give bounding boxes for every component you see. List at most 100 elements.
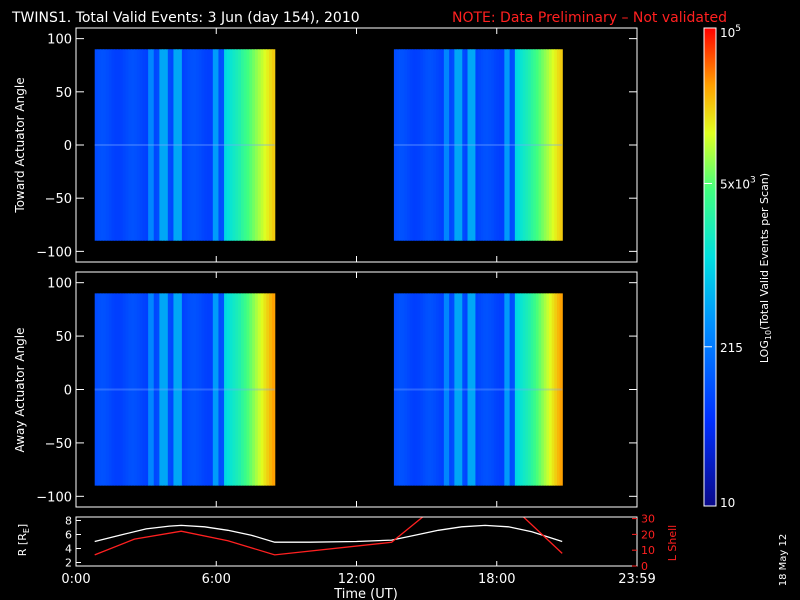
away-heat-stripe [443, 293, 448, 486]
toward-heat-stripe [480, 49, 484, 241]
away-heat-stripe [224, 293, 228, 486]
toward-heat-stripe [229, 49, 234, 241]
away-heat-stripe [252, 293, 256, 486]
toward-heat-stripe [263, 49, 267, 241]
away-heat-stripe [266, 293, 270, 486]
away-ylabel: Away Actuator Angle [13, 327, 27, 452]
x-tick-label: 23:59 [618, 572, 655, 587]
away-heat-stripe [255, 293, 259, 486]
colorbar-label-prefix: LOG [758, 340, 771, 363]
toward-heat-stripe [399, 49, 403, 241]
away-zero-band [94, 388, 275, 391]
away-heat-stripe [417, 293, 421, 486]
toward-heat-stripe [459, 49, 463, 241]
toward-heat-stripe [122, 49, 127, 241]
away-heat-stripe [475, 293, 479, 486]
toward-heat-stripe [142, 49, 146, 241]
toward-heat-stripe [139, 49, 144, 241]
away-heat-stripe [176, 293, 180, 486]
away-heat-stripe [142, 293, 146, 486]
toward-heat-stripe [533, 49, 537, 241]
away-heat-stripe [226, 293, 231, 486]
away-heat-stripe [249, 293, 253, 486]
toward-heat-stripe [441, 49, 445, 241]
toward-heat-stripe [243, 49, 248, 241]
away-heat-stripe [488, 293, 492, 486]
colorbar-label: LOG10(Total Valid Events per Scan) [758, 173, 773, 363]
colorbar-fill [703, 27, 717, 507]
toward-heat-stripe [176, 49, 180, 241]
away-heat-stripe [210, 293, 214, 486]
away-heat-stripe [393, 293, 398, 486]
colorbar-tick-base: 215 [720, 341, 743, 355]
away-heat-stripe [478, 293, 482, 486]
toward-heat-stripe [478, 49, 482, 241]
toward-heat-stripe [114, 49, 118, 241]
toward-heat-stripe [198, 49, 203, 241]
away-heat-stripe [246, 293, 250, 486]
away-heat-stripe [193, 293, 197, 486]
away-heat-stripe [501, 293, 505, 486]
away-heat-stripe [184, 293, 189, 486]
away-heat-stripe [543, 293, 548, 486]
orbit-left-tick-label: 6 [65, 529, 72, 542]
away-heat-stripe [506, 293, 511, 486]
away-heat-stripe [559, 293, 563, 486]
away-heat-stripe [546, 293, 550, 486]
toward-heat-stripe [514, 49, 519, 241]
toward-heat-stripe [409, 49, 413, 241]
away-heat-stripe [221, 293, 225, 486]
colorbar-tick-exp: 3 [750, 175, 756, 185]
away-heat-stripe [100, 293, 104, 486]
away-ytick-label: −100 [36, 490, 72, 505]
away-heat-stripe [407, 293, 411, 486]
x-axis-label: Time (UT) [333, 587, 398, 600]
away-heat-stripe [509, 293, 513, 486]
toward-heat-stripe [541, 49, 545, 241]
toward-heat-stripe [549, 49, 553, 241]
away-heat-stripe [114, 293, 118, 486]
toward-heat-stripe [240, 49, 245, 241]
toward-heat-stripe [546, 49, 550, 241]
away-heat-stripe [428, 293, 432, 486]
toward-heat-stripe [271, 49, 276, 241]
toward-heat-stripe [517, 49, 521, 241]
toward-heat-stripe [159, 49, 163, 241]
toward-heat-stripe [173, 49, 177, 241]
toward-heat-stripe [246, 49, 250, 241]
toward-heat-stripe [255, 49, 259, 241]
toward-heat-stripe [483, 49, 487, 241]
away-heat-stripe [446, 293, 450, 486]
toward-heat-stripe [210, 49, 214, 241]
away-heat-stripe [425, 293, 429, 486]
toward-heat-stripe [187, 49, 191, 241]
away-heat-stripe [412, 293, 416, 486]
colorbar-tick-base: 5x10 [720, 177, 750, 191]
toward-heat-stripe [433, 49, 437, 241]
away-heatmap-panel: 100 50 0 −50 −100 [36, 271, 638, 508]
away-heat-stripe [159, 293, 163, 486]
away-heat-stripe [218, 293, 222, 486]
away-heat-stripe [139, 293, 144, 486]
away-heat-stripe [462, 293, 466, 486]
toward-heat-stripe [145, 49, 149, 241]
toward-heat-stripe [472, 49, 477, 241]
toward-heat-stripe [221, 49, 225, 241]
away-heat-stripe [512, 293, 516, 486]
toward-heat-stripe [105, 49, 110, 241]
toward-heat-stripe [543, 49, 548, 241]
away-heat-stripe [480, 293, 484, 486]
colorbar-tick-base: 10 [720, 496, 735, 510]
away-heat-stripe [229, 293, 234, 486]
toward-heat-stripe [103, 49, 107, 241]
away-heat-stripe [131, 293, 135, 486]
away-ytick-label: 0 [64, 384, 72, 399]
toward-heat-stripe [162, 49, 166, 241]
toward-heat-stripe [148, 49, 152, 241]
away-ytick-label: −50 [45, 437, 72, 452]
toward-heat-stripe [525, 49, 529, 241]
toward-heat-stripe [412, 49, 416, 241]
away-heat-stripe [120, 293, 124, 486]
toward-heat-stripe [128, 49, 132, 241]
